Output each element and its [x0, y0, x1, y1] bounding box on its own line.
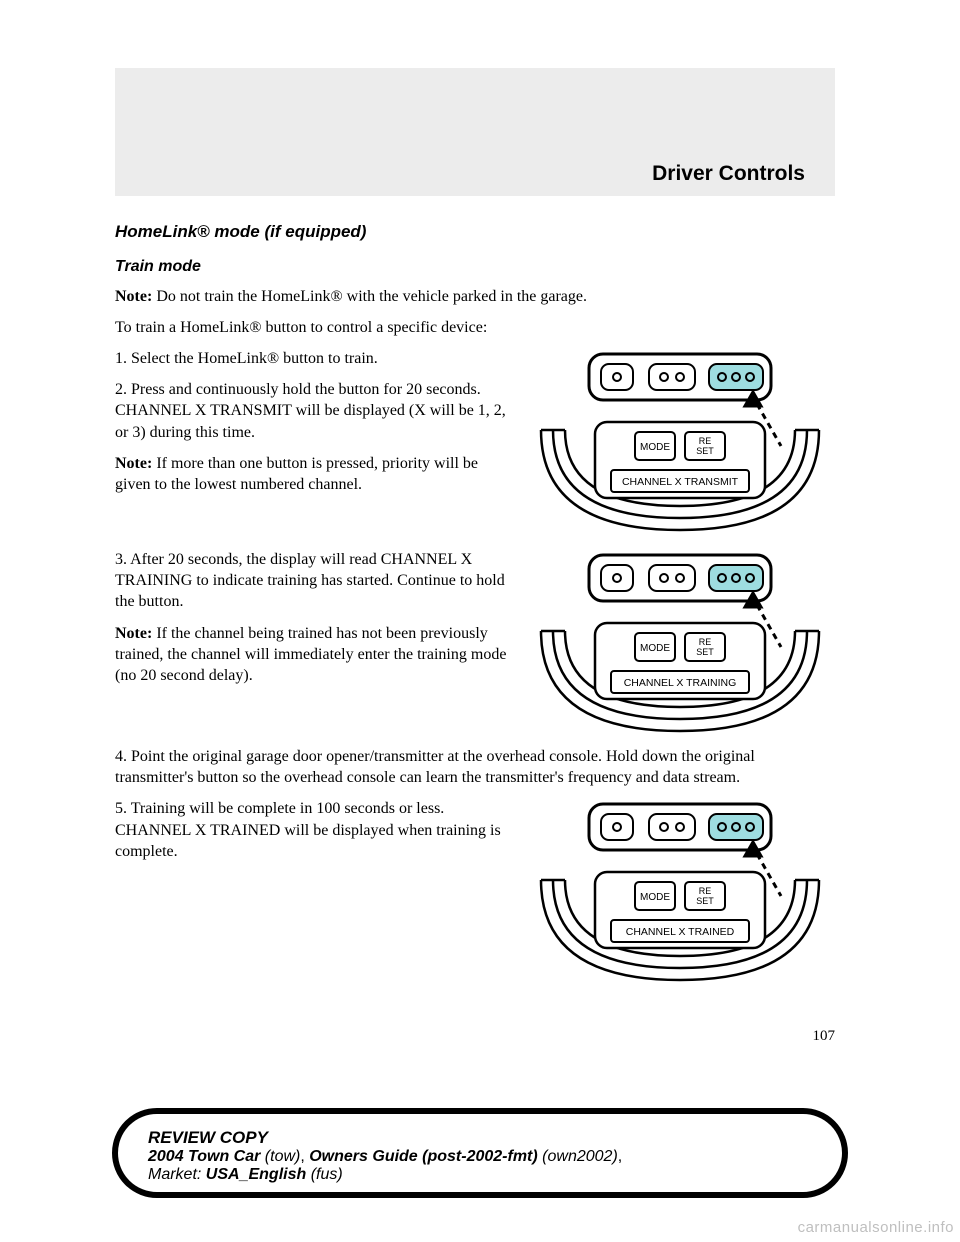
svg-text:MODE: MODE — [640, 643, 670, 654]
block-1: 1. Select the HomeLink® button to train.… — [115, 348, 835, 543]
note2-text: If more than one button is pressed, prio… — [115, 455, 478, 493]
svg-text:MODE: MODE — [640, 892, 670, 903]
footer-market: USA_English — [206, 1166, 306, 1183]
step-3: 3. After 20 seconds, the display will re… — [115, 549, 515, 612]
step-4: 4. Point the original garage door opener… — [115, 746, 835, 788]
heading-homelink-mode: HomeLink® mode (if equipped) — [115, 222, 835, 242]
figure-2: MODE RE SET CHANNEL X TRAINING — [525, 549, 835, 744]
note-text: Do not train the HomeLink® with the vehi… — [152, 288, 587, 305]
footer-guide: Owners Guide (post-2002-fmt) — [309, 1148, 537, 1165]
mode-btn-label: MODE — [640, 442, 670, 453]
block-2: 3. After 20 seconds, the display will re… — [115, 549, 835, 744]
train-intro: To train a HomeLink® button to control a… — [115, 317, 835, 338]
svg-text:SET: SET — [696, 647, 714, 657]
watermark: carmanualsonline.info — [798, 1219, 954, 1236]
figure-1: MODE RE SET CHANNEL X TRANSMIT — [525, 348, 835, 543]
reset-btn-bot: SET — [696, 446, 714, 456]
note-intro: Note: Do not train the HomeLink® with th… — [115, 286, 835, 307]
section-header: Driver Controls — [652, 162, 805, 186]
lcd-text-3: CHANNEL X TRAINED — [626, 926, 735, 938]
footer-own: (own2002) — [538, 1148, 618, 1165]
svg-text:SET: SET — [696, 896, 714, 906]
note-3: Note: If the channel being trained has n… — [115, 623, 515, 686]
figure-3: MODE RE SET CHANNEL X TRAINED — [525, 798, 835, 993]
step-1: 1. Select the HomeLink® button to train. — [115, 348, 515, 369]
footer-line-3: Market: USA_English (fus) — [148, 1166, 812, 1184]
footer-market-label: Market: — [148, 1166, 206, 1183]
note-label: Note: — [115, 288, 152, 305]
footer-line-2: 2004 Town Car (tow), Owners Guide (post-… — [148, 1148, 812, 1166]
heading-train-mode: Train mode — [115, 258, 835, 276]
note-2: Note: If more than one button is pressed… — [115, 453, 515, 495]
lcd-text-1: CHANNEL X TRANSMIT — [622, 476, 739, 488]
footer-comma: , — [300, 1148, 309, 1165]
step-5: 5. Training will be complete in 100 seco… — [115, 798, 515, 861]
footer-end: , — [618, 1148, 622, 1165]
footer-box: REVIEW COPY 2004 Town Car (tow), Owners … — [112, 1108, 848, 1198]
content-area: HomeLink® mode (if equipped) Train mode … — [115, 222, 835, 993]
svg-text:RE: RE — [699, 637, 712, 647]
footer-fus: (fus) — [306, 1166, 342, 1183]
reset-btn-top: RE — [699, 436, 712, 446]
footer-tow: (tow) — [260, 1148, 300, 1165]
block-3: 5. Training will be complete in 100 seco… — [115, 798, 835, 993]
page-number: 107 — [813, 1028, 836, 1045]
step-2: 2. Press and continuously hold the butto… — [115, 379, 515, 442]
footer-model: 2004 Town Car — [148, 1148, 260, 1165]
note2-label: Note: — [115, 455, 152, 472]
footer-review-copy: REVIEW COPY — [148, 1128, 812, 1148]
note3-label: Note: — [115, 625, 152, 642]
svg-text:RE: RE — [699, 886, 712, 896]
lcd-text-2: CHANNEL X TRAINING — [624, 677, 737, 689]
note3-text: If the channel being trained has not bee… — [115, 625, 506, 684]
